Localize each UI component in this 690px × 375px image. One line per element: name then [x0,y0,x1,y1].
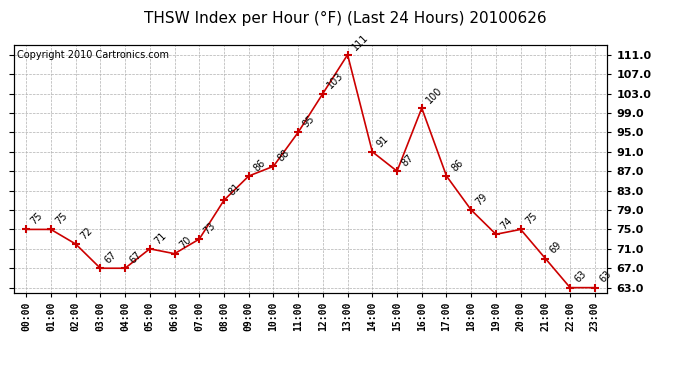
Text: THSW Index per Hour (°F) (Last 24 Hours) 20100626: THSW Index per Hour (°F) (Last 24 Hours)… [144,11,546,26]
Text: 70: 70 [177,235,193,251]
Text: 63: 63 [598,269,613,285]
Text: 87: 87 [400,153,415,168]
Text: 100: 100 [424,85,444,105]
Text: 95: 95 [301,114,317,130]
Text: 67: 67 [103,250,119,266]
Text: 71: 71 [152,230,168,246]
Text: 73: 73 [202,220,218,236]
Text: 75: 75 [524,211,540,226]
Text: 75: 75 [54,211,70,226]
Text: 103: 103 [326,70,346,91]
Text: 111: 111 [351,32,371,52]
Text: Copyright 2010 Cartronics.com: Copyright 2010 Cartronics.com [17,50,169,60]
Text: 72: 72 [79,225,95,241]
Text: 88: 88 [276,148,292,164]
Text: 86: 86 [251,158,267,173]
Text: 75: 75 [29,211,45,226]
Text: 79: 79 [474,191,490,207]
Text: 91: 91 [375,133,391,149]
Text: 63: 63 [573,269,589,285]
Text: 81: 81 [227,182,242,198]
Text: 74: 74 [499,216,515,231]
Text: 86: 86 [449,158,465,173]
Text: 69: 69 [548,240,564,256]
Text: 67: 67 [128,250,144,266]
